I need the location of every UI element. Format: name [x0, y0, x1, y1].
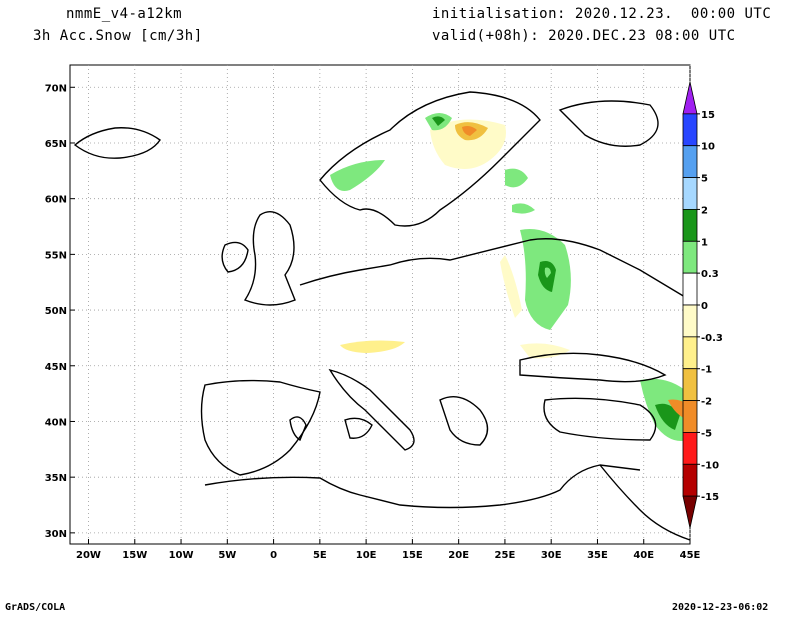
coastlines — [73, 91, 691, 541]
colorbar-swatch — [682, 304, 698, 338]
lon-label: 35E — [587, 550, 608, 561]
colorbar-swatch — [682, 368, 698, 401]
colorbar-label: 1 — [701, 237, 708, 248]
valid-time: valid(+08h): 2020.DEC.23 08:00 UTC — [432, 28, 736, 44]
lon-label: 15W — [122, 550, 147, 561]
colorbar-label: 10 — [701, 142, 715, 153]
lon-label: 40E — [633, 550, 654, 561]
colorbar-label: -10 — [701, 460, 719, 471]
variable-name: 3h Acc.Snow [cm/3h] — [33, 28, 203, 44]
lon-label: 10W — [169, 550, 194, 561]
colorbar-label: -2 — [701, 397, 712, 408]
lat-label: 30N — [45, 529, 67, 540]
colorbar-label: 15 — [701, 110, 715, 121]
lon-label: 5W — [218, 550, 236, 561]
colorbar-swatch — [682, 272, 698, 306]
colorbar-swatch — [682, 336, 698, 370]
map-frame — [69, 64, 691, 545]
lon-label: 30E — [541, 550, 562, 561]
colorbar-label: 2 — [701, 205, 708, 216]
colorbar-swatch — [682, 113, 698, 147]
colorbar-swatch — [682, 209, 698, 242]
colorbar-swatch — [682, 432, 698, 465]
lat-label: 65N — [45, 139, 67, 150]
colorbar-label: 0.3 — [701, 269, 719, 280]
colorbar-label: 0 — [701, 301, 708, 312]
footer-left: GrADS/COLA — [5, 602, 66, 613]
lon-label: 5E — [313, 550, 327, 561]
lat-label: 60N — [45, 195, 67, 206]
lon-tick-labels: 20W 15W 10W 5W 0 5E 10E 15E 20E 25E 30E 35E 40E 45E — [76, 539, 701, 561]
colorbar-label: -0.3 — [701, 333, 723, 344]
lat-label: 35N — [45, 473, 67, 484]
lat-label: 40N — [45, 417, 67, 428]
lat-label: 45N — [45, 362, 67, 373]
lon-label: 15E — [402, 550, 423, 561]
lat-label: 70N — [45, 83, 67, 94]
lon-label: 20E — [448, 550, 469, 561]
colorbar-label: -1 — [701, 365, 712, 376]
lon-label: 20W — [76, 550, 101, 561]
footer-right: 2020-12-23-06:02 — [672, 602, 769, 613]
colorbar-labels: 15 10 5 2 1 0.3 0 -0.3 -1 -2 -5 -10 -15 — [697, 110, 723, 503]
lon-label: 25E — [495, 550, 516, 561]
colorbar-swatch — [682, 400, 698, 433]
colorbar — [682, 81, 698, 529]
init-time: initialisation: 2020.12.23. 00:00 UTC — [432, 6, 772, 22]
colorbar-swatch — [682, 495, 698, 529]
colorbar-label: -5 — [701, 428, 712, 439]
model-name: nmmE_v4-a12km — [66, 6, 183, 22]
colorbar-label: 5 — [701, 174, 708, 185]
lon-label: 0 — [270, 550, 277, 561]
lat-label: 55N — [45, 250, 67, 261]
lat-tick-labels: 70N 65N 60N 55N 50N 45N 40N 35N 30N — [45, 83, 75, 540]
lat-lon-grid — [70, 65, 691, 544]
colorbar-swatch — [682, 463, 698, 497]
colorbar-label: -15 — [701, 492, 719, 503]
lon-label: 10E — [356, 550, 377, 561]
colorbar-swatch — [682, 240, 698, 274]
colorbar-swatch — [682, 145, 698, 178]
lat-label: 50N — [45, 306, 67, 317]
snow-fields — [330, 113, 688, 441]
colorbar-swatch — [682, 177, 698, 210]
lon-label: 45E — [680, 550, 701, 561]
